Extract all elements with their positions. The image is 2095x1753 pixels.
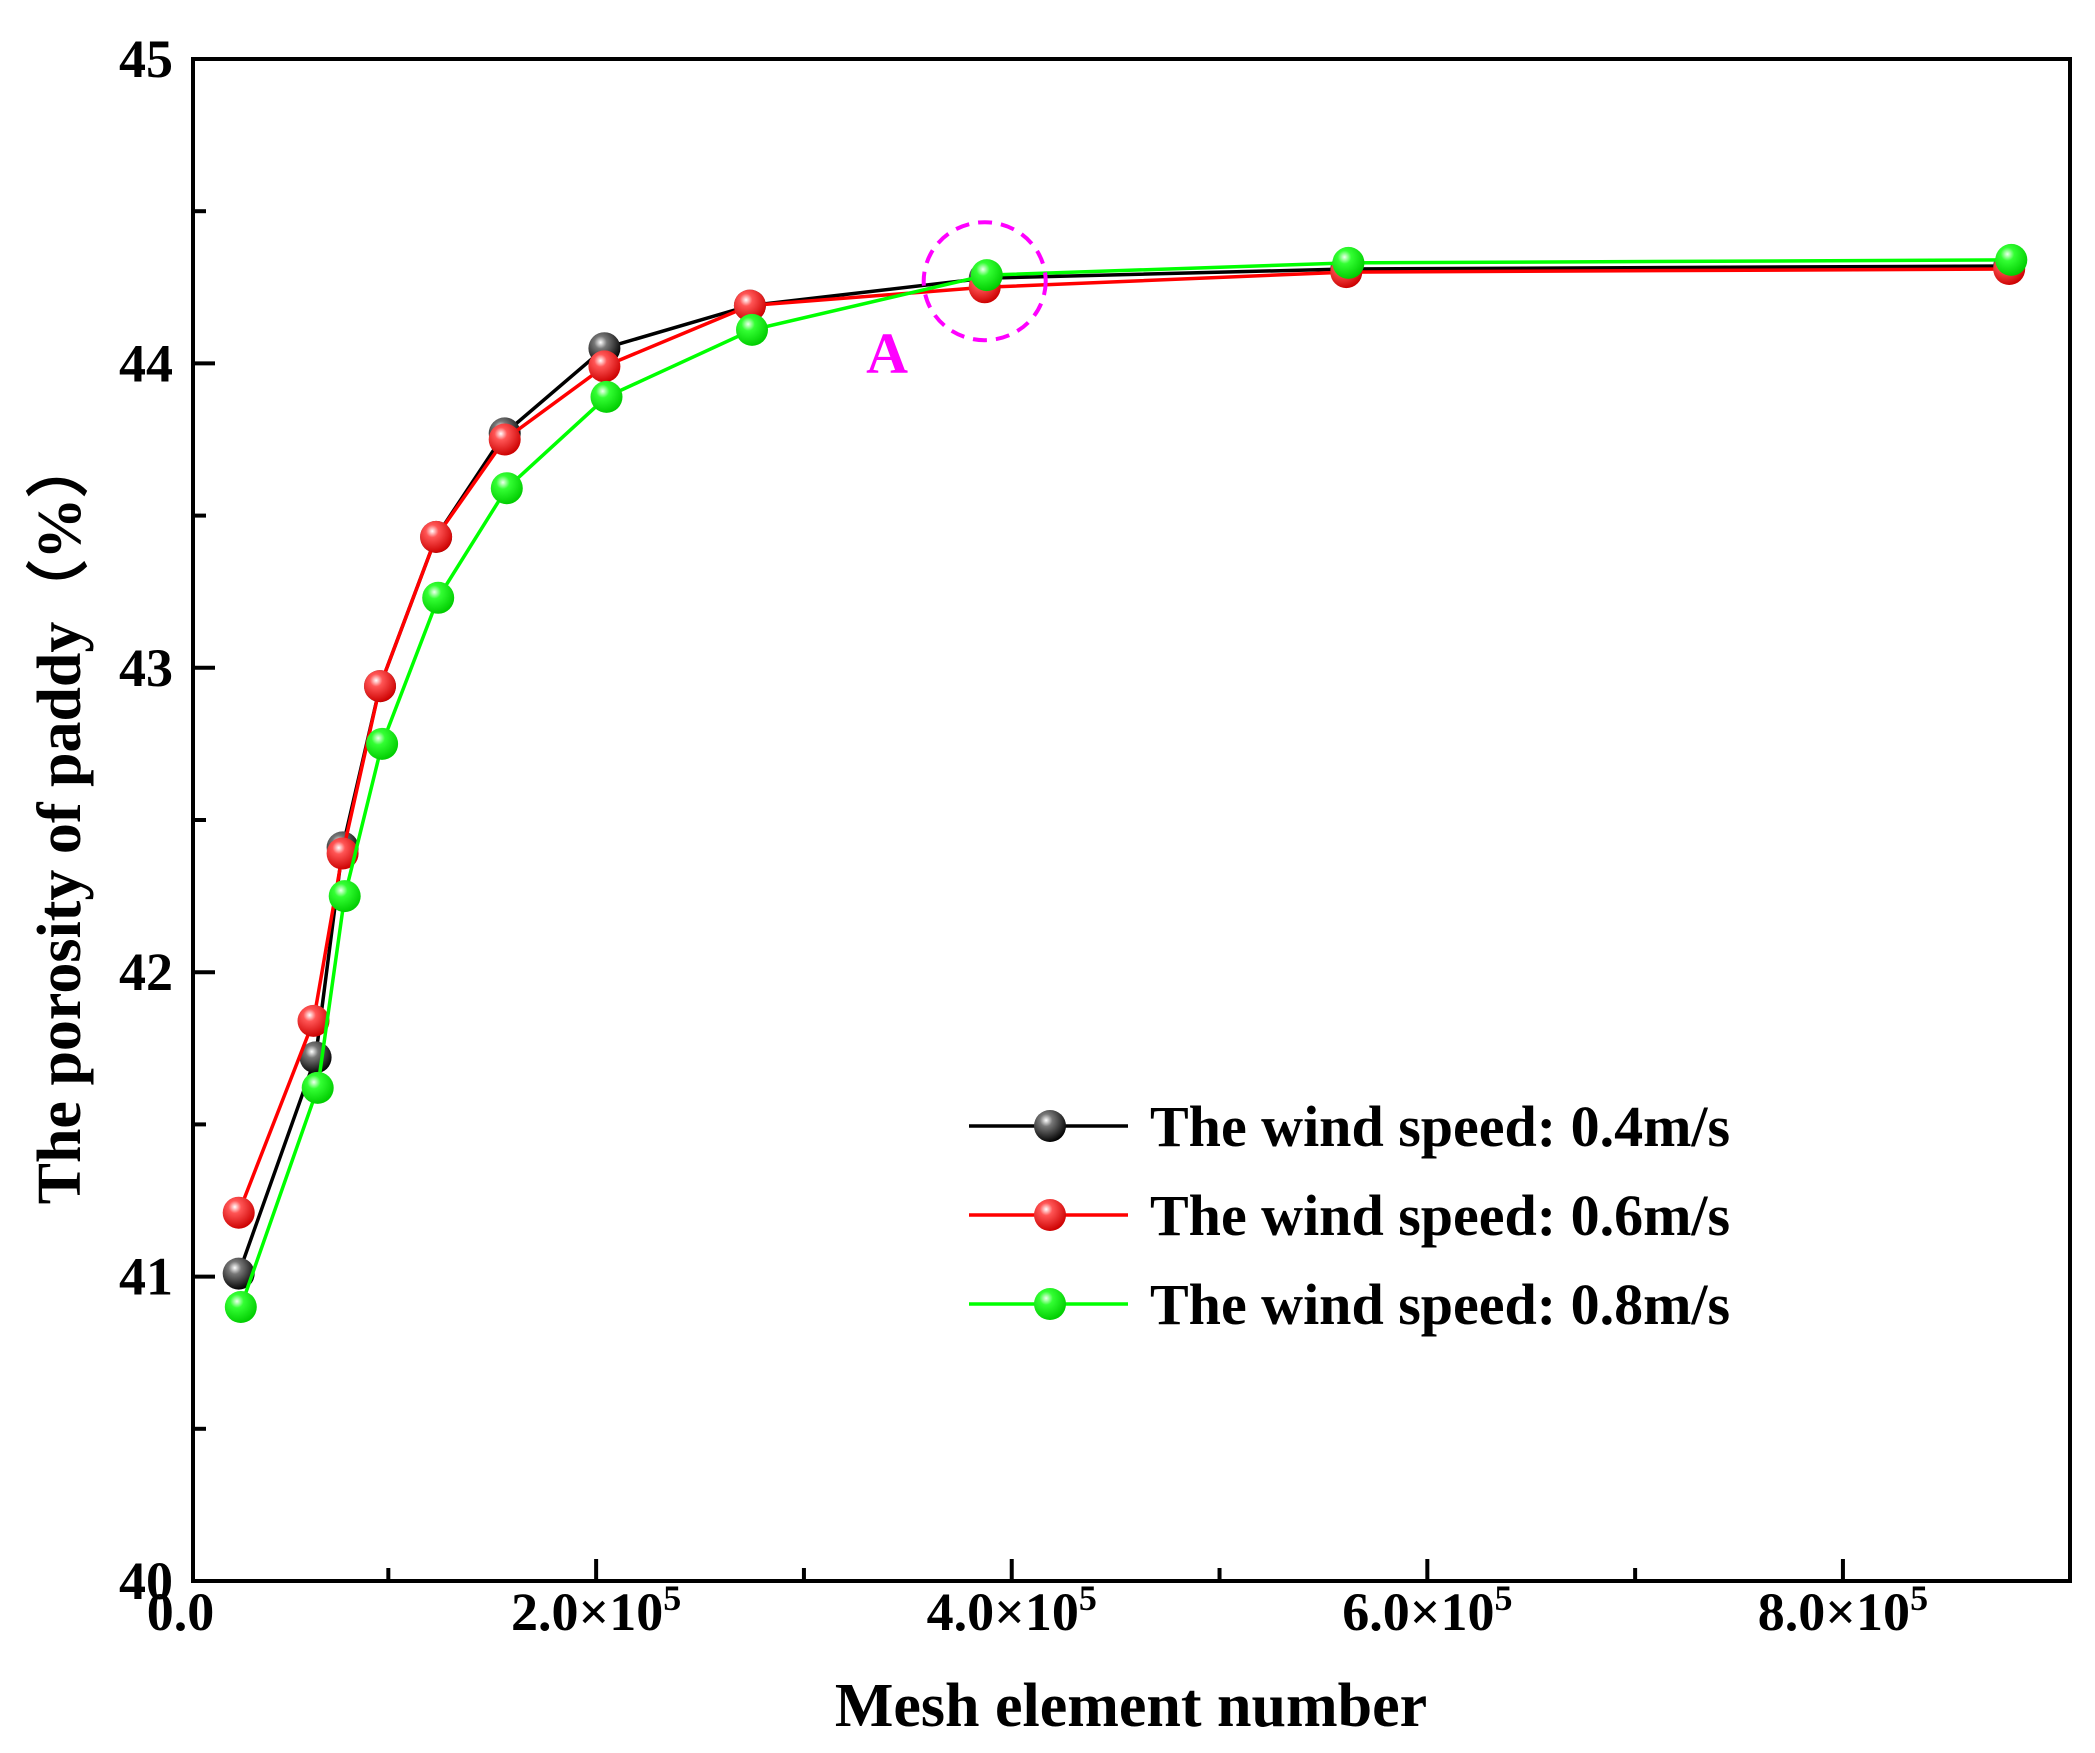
legend-swatch-marker (1034, 1199, 1066, 1231)
series-the-wind-speed-0-8m-s (224, 243, 2028, 1323)
y-tick-label: 44 (119, 333, 173, 393)
data-point (490, 472, 523, 505)
x-tick-exponent: 5 (1079, 1578, 1097, 1618)
x-tick-label: 4.0×105 (927, 1578, 1097, 1642)
axis-ticks (193, 209, 1845, 1581)
legend-entry: The wind speed: 0.4m/s (969, 1094, 1730, 1159)
data-point (364, 670, 396, 703)
data-point (326, 837, 359, 870)
data-point (328, 880, 361, 913)
data-point (733, 289, 766, 322)
series-line (237, 267, 2010, 1214)
y-tick-label: 40 (119, 1551, 173, 1611)
x-tick-label: 0.0 (147, 1582, 215, 1642)
data-point (970, 259, 1003, 292)
annotation-label: A (866, 321, 908, 386)
axis-tick-labels: 0.0 2.0×105 4.0×105 6.0×105 8.0×105 40 41 42 43 4… (119, 29, 1928, 1642)
data-point (224, 1291, 257, 1323)
y-tick-label: 41 (119, 1247, 173, 1307)
data-point (222, 1196, 255, 1229)
data-point (588, 350, 621, 383)
x-tick-exponent: 5 (1910, 1578, 1928, 1618)
data-point (420, 520, 453, 553)
data-point (488, 423, 521, 456)
y-axis-title: The porosity of paddy（%） (24, 436, 94, 1205)
data-point (1995, 243, 2028, 276)
x-axis-title: Mesh element number (835, 1672, 1427, 1740)
x-tick-label: 8.0×105 (1758, 1578, 1928, 1642)
x-tick-exponent: 5 (663, 1578, 681, 1618)
plot-series (222, 243, 2028, 1323)
y-tick-label: 42 (119, 942, 173, 1002)
legend-label: The wind speed: 0.6m/s (1150, 1183, 1730, 1248)
y-tick-label: 43 (119, 638, 173, 698)
data-point (297, 1004, 330, 1037)
data-point (301, 1071, 334, 1104)
series-line (237, 264, 2010, 1275)
legend: The wind speed: 0.4m/s The wind speed: 0.… (969, 1094, 1730, 1337)
legend-entry: The wind speed: 0.8m/s (969, 1272, 1730, 1337)
data-point (590, 380, 623, 413)
highlight-circle (921, 220, 1048, 343)
legend-entry: The wind speed: 0.6m/s (969, 1183, 1730, 1248)
x-tick-label: 2.0×105 (511, 1578, 681, 1642)
plot-annotations: A (866, 220, 1048, 386)
series-the-wind-speed-0-4m-s (222, 250, 2026, 1290)
legend-label: The wind speed: 0.8m/s (1150, 1272, 1730, 1337)
legend-swatch-marker (1034, 1288, 1066, 1320)
data-point (222, 1257, 255, 1290)
plot-frame (191, 57, 2072, 1583)
data-point (736, 313, 768, 346)
series-the-wind-speed-0-6m-s (222, 253, 2026, 1229)
x-tick-exponent: 5 (1494, 1578, 1512, 1618)
series-line (239, 258, 2012, 1308)
legend-label: The wind speed: 0.4m/s (1150, 1094, 1730, 1159)
data-point (1332, 246, 1365, 279)
data-point (422, 581, 455, 614)
y-tick-label: 45 (119, 29, 173, 89)
x-tick-label: 6.0×105 (1342, 1578, 1512, 1642)
legend-swatch-marker (1034, 1110, 1066, 1142)
data-point (366, 727, 399, 760)
